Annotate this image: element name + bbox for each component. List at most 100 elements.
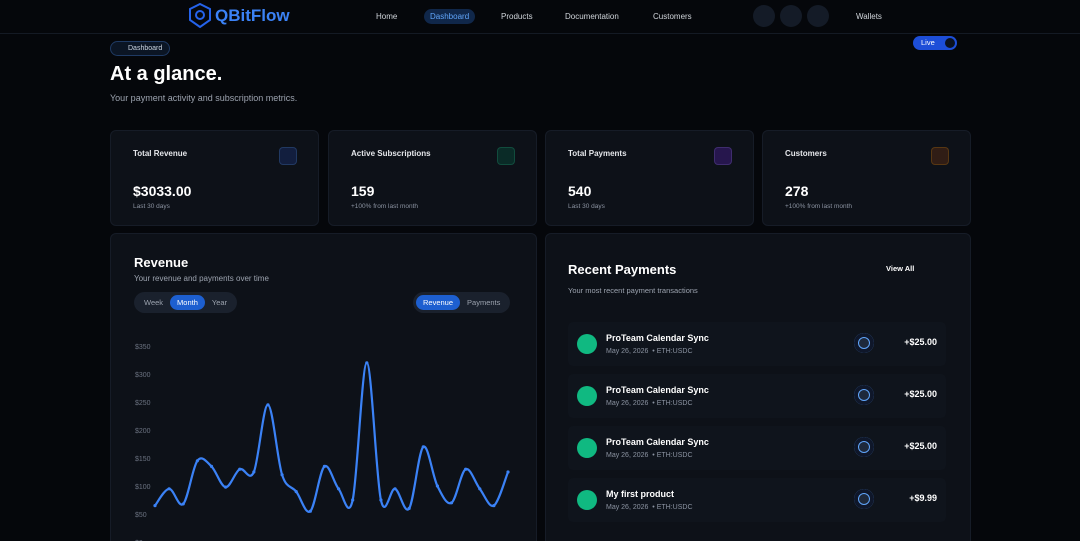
theme-button[interactable]	[753, 5, 775, 27]
point	[280, 473, 284, 477]
point	[464, 467, 468, 471]
payment-amount: +$25.00	[904, 337, 937, 347]
stat-icon	[497, 147, 515, 165]
stat-note: Last 30 days	[133, 203, 170, 210]
live-toggle[interactable]: Live	[913, 36, 957, 50]
y-tick-label: $50	[135, 512, 147, 519]
point	[238, 467, 242, 471]
stat-note: +100% from last month	[785, 203, 853, 210]
point	[181, 502, 185, 506]
point	[365, 361, 369, 365]
payment-row[interactable]: ProTeam Calendar Sync May 26, 2026 • ETH…	[568, 426, 946, 470]
payment-row[interactable]: ProTeam Calendar Sync May 26, 2026 • ETH…	[568, 374, 946, 418]
view-all[interactable]: View All	[886, 264, 915, 273]
payment-name: ProTeam Calendar Sync	[606, 385, 709, 395]
payment-row[interactable]: ProTeam Calendar Sync May 26, 2026 • ETH…	[568, 322, 946, 366]
logo[interactable]: QBitFlow	[215, 6, 290, 25]
tab[interactable]: Payments	[467, 298, 501, 307]
wallets-link[interactable]: Wallets	[856, 12, 882, 21]
navbar: QBitFlow Home Dashboard Products Documen…	[0, 0, 1080, 34]
payment-network: ETH:USDC	[656, 504, 693, 511]
nav-item[interactable]: Home	[376, 12, 398, 21]
payment-meta: May 26, 2026 • ETH:USDC	[606, 400, 693, 407]
point	[393, 487, 397, 491]
payment-date: May 26, 2026	[606, 400, 649, 407]
payment-name: ProTeam Calendar Sync	[606, 333, 709, 343]
stat-card: Customers 278 +100% from last month	[762, 130, 971, 226]
point	[379, 498, 383, 502]
point	[407, 506, 411, 510]
coin-icon	[854, 333, 874, 353]
payment-network: ETH:USDC	[656, 400, 693, 407]
nav-item[interactable]: Dashboard	[424, 9, 476, 24]
point	[294, 490, 298, 494]
badge: Dashboard	[110, 41, 171, 56]
payment-amount: +$25.00	[904, 441, 937, 451]
revenue-chart: $0$50$100$150$200$250$300$350	[135, 344, 510, 541]
payment-row[interactable]: My first product May 26, 2026 • ETH:USDC…	[568, 478, 946, 522]
nav-item[interactable]: Customers	[653, 12, 692, 21]
stat-label: Customers	[785, 149, 827, 158]
point	[195, 459, 199, 463]
payment-network: ETH:USDC	[656, 348, 693, 355]
tab[interactable]: Week	[144, 298, 164, 307]
payment-network: ETH:USDC	[656, 452, 693, 459]
page-title: At a glance.	[110, 63, 223, 85]
nav-item[interactable]: Products	[501, 12, 533, 21]
stat-label: Total Payments	[568, 149, 627, 158]
card-title: Recent Payments	[568, 262, 677, 277]
mode-tabs: Revenue Payments	[413, 292, 511, 313]
profile-button[interactable]	[780, 5, 802, 27]
point	[224, 485, 228, 489]
stat-card: Total Payments 540 Last 30 days	[545, 130, 754, 226]
settings-button[interactable]	[807, 5, 829, 27]
point	[351, 498, 355, 502]
payment-meta: May 26, 2026 • ETH:USDC	[606, 452, 693, 459]
point	[252, 470, 256, 474]
coin-icon	[854, 489, 874, 509]
stat-card: Active Subscriptions 159 +100% from last…	[328, 130, 537, 226]
payment-icon	[577, 334, 597, 354]
revenue-card: Revenue Your revenue and payments over t…	[110, 233, 537, 541]
payment-date: May 26, 2026	[606, 348, 649, 355]
point	[308, 509, 312, 513]
logo-icon	[189, 3, 211, 28]
point	[449, 501, 454, 505]
payment-icon	[577, 490, 597, 510]
stat-icon	[714, 147, 732, 165]
point	[506, 470, 510, 474]
point	[153, 504, 157, 508]
payment-icon	[577, 386, 597, 406]
payment-amount: +$25.00	[904, 389, 937, 399]
point	[322, 464, 327, 468]
live-label: Live	[921, 38, 935, 47]
page-subtitle: Your payment activity and subscription m…	[110, 93, 298, 103]
stat-note: Last 30 days	[568, 203, 605, 210]
payment-icon	[577, 438, 597, 458]
y-tick-label: $300	[135, 372, 151, 379]
nav-item[interactable]: Documentation	[565, 12, 619, 21]
point	[421, 445, 425, 449]
payment-amount: +$9.99	[909, 493, 937, 503]
stat-value: $3033.00	[133, 183, 192, 199]
payment-meta: May 26, 2026 • ETH:USDC	[606, 504, 693, 511]
point	[336, 487, 341, 491]
coin-icon	[854, 385, 874, 405]
tab[interactable]: Year	[211, 298, 228, 307]
tab[interactable]: Month	[170, 295, 205, 310]
stat-label: Total Revenue	[133, 149, 188, 158]
y-tick-label: $100	[135, 484, 151, 491]
card-subtitle: Your revenue and payments over time	[134, 274, 269, 283]
point	[435, 484, 439, 488]
point	[167, 487, 171, 491]
stat-label: Active Subscriptions	[351, 149, 431, 158]
coin-icon	[854, 437, 874, 457]
stat-icon	[279, 147, 297, 165]
point	[478, 487, 482, 491]
tab[interactable]: Revenue	[416, 295, 461, 310]
payment-date: May 26, 2026	[606, 452, 649, 459]
payment-meta: May 26, 2026 • ETH:USDC	[606, 348, 693, 355]
stat-card: Total Revenue $3033.00 Last 30 days	[110, 130, 319, 226]
y-tick-label: $200	[135, 428, 151, 435]
